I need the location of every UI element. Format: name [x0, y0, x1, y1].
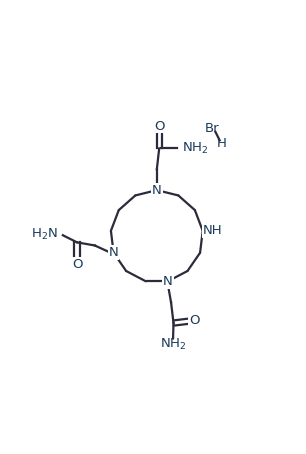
Text: NH: NH [203, 224, 222, 237]
Text: O: O [189, 314, 199, 327]
Text: Br: Br [205, 122, 220, 135]
Text: H$_2$N: H$_2$N [31, 227, 58, 242]
Text: N: N [109, 246, 118, 259]
Text: NH$_2$: NH$_2$ [160, 337, 186, 352]
Text: N: N [163, 275, 173, 288]
Text: H: H [217, 137, 226, 150]
Text: O: O [154, 119, 164, 133]
Text: O: O [72, 258, 82, 271]
Text: N: N [152, 183, 162, 197]
Text: NH$_2$: NH$_2$ [182, 141, 209, 156]
